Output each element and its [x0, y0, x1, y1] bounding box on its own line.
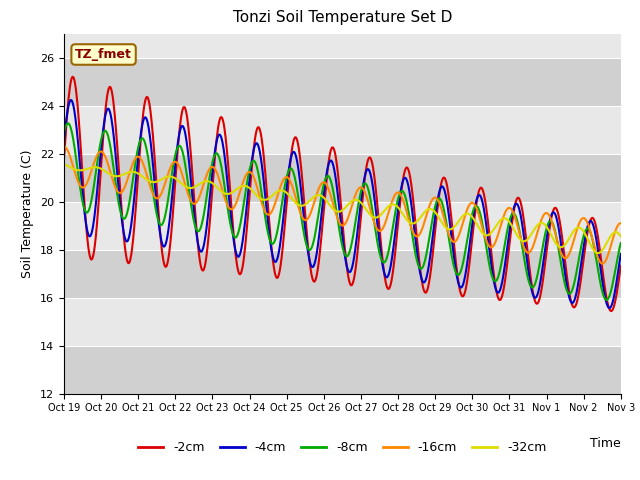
Bar	[64, 58, 621, 106]
-4cm	[605, 305, 613, 311]
-8cm	[104, 131, 111, 137]
-8cm	[64, 120, 72, 126]
-32cm	[308, 196, 316, 202]
X-axis label: Time: Time	[590, 437, 621, 450]
-4cm	[308, 264, 316, 270]
Bar	[64, 154, 621, 202]
-8cm	[126, 195, 134, 201]
-8cm	[318, 189, 326, 195]
Bar	[64, 346, 621, 394]
-2cm	[60, 156, 68, 162]
Bar	[64, 250, 621, 298]
-2cm	[308, 275, 316, 280]
Line: -4cm: -4cm	[64, 100, 621, 308]
-32cm	[318, 193, 326, 199]
-8cm	[617, 240, 625, 246]
-16cm	[103, 158, 111, 164]
-4cm	[126, 229, 134, 235]
-32cm	[595, 250, 602, 256]
-4cm	[318, 206, 326, 212]
-4cm	[67, 97, 75, 103]
-8cm	[603, 297, 611, 303]
Legend: -2cm, -4cm, -8cm, -16cm, -32cm: -2cm, -4cm, -8cm, -16cm, -32cm	[133, 436, 552, 459]
Line: -2cm: -2cm	[64, 77, 621, 311]
Line: -8cm: -8cm	[64, 123, 621, 300]
-4cm	[60, 138, 68, 144]
-4cm	[617, 251, 625, 257]
-4cm	[297, 184, 305, 190]
-16cm	[318, 180, 326, 186]
-16cm	[377, 228, 385, 234]
-32cm	[377, 212, 385, 217]
-4cm	[378, 253, 385, 259]
-32cm	[126, 169, 134, 175]
-16cm	[308, 207, 316, 213]
-2cm	[104, 91, 111, 97]
-8cm	[378, 256, 385, 262]
-32cm	[60, 161, 68, 167]
-16cm	[60, 144, 68, 149]
-8cm	[297, 210, 305, 216]
-32cm	[617, 234, 625, 240]
-8cm	[308, 244, 316, 250]
Line: -16cm: -16cm	[64, 146, 621, 264]
-32cm	[296, 203, 304, 208]
-8cm	[60, 130, 68, 135]
-16cm	[126, 169, 134, 175]
-2cm	[297, 160, 305, 166]
-16cm	[296, 210, 304, 216]
-16cm	[599, 261, 607, 266]
Line: -32cm: -32cm	[64, 164, 621, 253]
-2cm	[69, 74, 77, 80]
Y-axis label: Soil Temperature (C): Soil Temperature (C)	[22, 149, 35, 278]
-2cm	[617, 263, 625, 269]
-32cm	[103, 169, 111, 175]
-2cm	[607, 308, 615, 314]
-4cm	[104, 106, 111, 112]
-2cm	[378, 244, 385, 250]
-2cm	[318, 225, 326, 231]
Title: Tonzi Soil Temperature Set D: Tonzi Soil Temperature Set D	[233, 11, 452, 25]
-16cm	[617, 220, 625, 226]
Text: TZ_fmet: TZ_fmet	[75, 48, 132, 61]
-2cm	[126, 257, 134, 263]
